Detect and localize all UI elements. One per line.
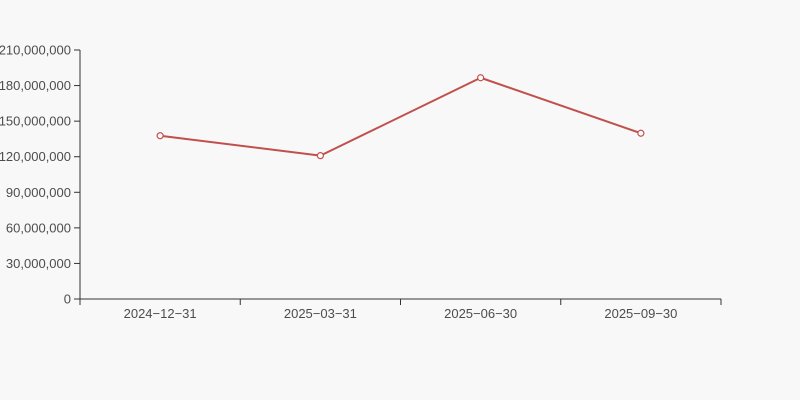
data-point-marker[interactable]: [156, 132, 164, 140]
y-axis-tick-label: 30,000,000: [6, 256, 71, 271]
x-axis-tick-label: 2025−03−31: [284, 306, 357, 321]
y-axis-tick-label: 180,000,000: [0, 78, 71, 93]
data-point-marker[interactable]: [316, 152, 324, 160]
y-axis-tick-label: 0: [64, 292, 71, 307]
x-axis-tick-label: 2025−06−30: [444, 306, 517, 321]
y-axis-tick-label: 60,000,000: [6, 220, 71, 235]
series-line: [159, 76, 642, 157]
y-axis-tick-label: 150,000,000: [0, 114, 71, 129]
data-point-marker[interactable]: [637, 129, 645, 137]
x-axis-tick-label: 2024−12−31: [124, 306, 197, 321]
y-axis-tick-label: 210,000,000: [0, 43, 71, 58]
x-axis-tick-label: 2025−09−30: [604, 306, 677, 321]
data-point-marker[interactable]: [477, 74, 485, 82]
y-axis-tick-label: 90,000,000: [6, 185, 71, 200]
y-axis-tick-label: 120,000,000: [0, 149, 71, 164]
